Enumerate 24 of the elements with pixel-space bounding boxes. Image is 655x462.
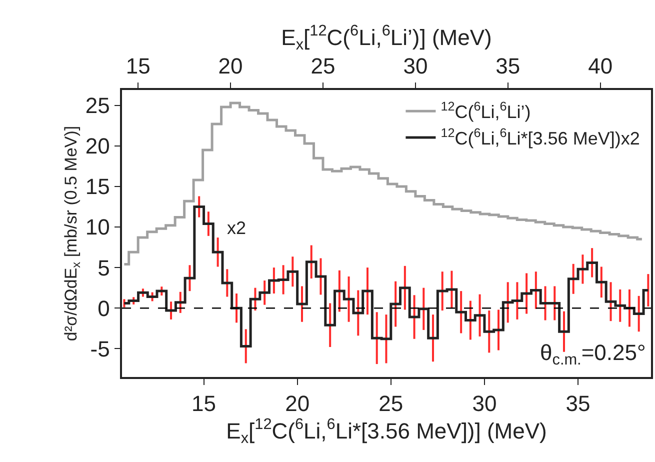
x-tick-label: 35 (566, 391, 590, 416)
y-tick-label: 0 (98, 296, 110, 321)
y-tick-label: 15 (85, 174, 110, 200)
y-tick-label: 10 (85, 214, 110, 240)
x2-tick-label: 20 (218, 53, 243, 78)
x2-tick-label: 15 (126, 53, 150, 78)
x-tick-label: 15 (192, 391, 216, 416)
x2-tick-label: 25 (310, 53, 336, 78)
y-tick-label: 25 (85, 93, 110, 118)
x-tick-label: 20 (285, 391, 310, 416)
x-tick-label: 30 (472, 391, 497, 416)
annotation: θ$_{c.m.}$=0.25° (540, 340, 646, 369)
x2-tick-label: 30 (403, 53, 428, 78)
y-tick-label: 5 (98, 255, 110, 280)
x2-tick-label: 35 (496, 53, 520, 78)
legend-label: $^{12}$C($^{6}$Li,$^{6}$Li*[3.56 MeV])x2 (440, 126, 640, 148)
legend-label: $^{12}$C($^{6}$Li,$^{6}$Li’) (440, 100, 531, 122)
text: E$_{x}$[$^{12}$C($^{6}$Li,$^{6}$Li’)] (MeV) (281, 22, 492, 54)
y-tick-label: 20 (85, 134, 110, 159)
x-tick-label: 25 (378, 391, 404, 416)
text: E$_{x}$[$^{12}$C($^{6}$Li,$^{6}$Li*[3.56 MeV])] (MeV) (226, 416, 547, 448)
x2-tick-label: 40 (588, 53, 613, 78)
y-tick-label: -5 (90, 336, 110, 362)
annotation: x2 (227, 218, 246, 238)
